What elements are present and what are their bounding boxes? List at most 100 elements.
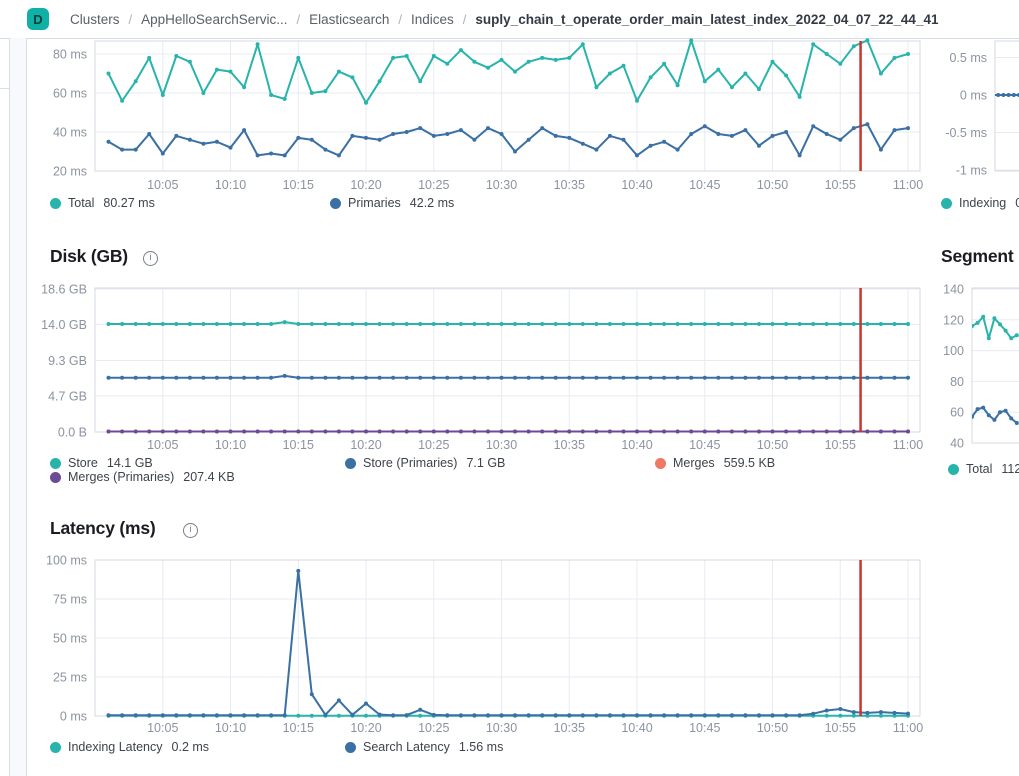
legend-item: Search Latency 1.56 ms [345, 740, 503, 754]
breadcrumb-item-2[interactable]: Elasticsearch [309, 11, 390, 27]
legend-value: 42.2 ms [409, 196, 455, 210]
x-axis-tick-label: 10:15 [283, 721, 314, 735]
space-avatar-badge[interactable]: D [27, 8, 49, 30]
breadcrumb-item-0[interactable]: Clusters [70, 11, 120, 27]
x-axis-tick-label: 10:25 [418, 178, 449, 192]
x-axis-tick-label: 10:20 [350, 178, 381, 192]
breadcrumb-item-4: suply_chain_t_operate_order_main_latest_… [475, 11, 939, 27]
legend-value: 559.5 KB [723, 456, 776, 470]
x-axis-tick-label: 10:05 [147, 178, 178, 192]
latency-info-icon[interactable]: i [183, 523, 198, 538]
legend-label: Merges (Primaries) [68, 470, 175, 484]
breadcrumb-separator: / [296, 11, 301, 27]
y-axis-tick-label: 14.0 GB [41, 318, 87, 332]
legend-label: Merges [673, 456, 715, 470]
legend-value: 7.1 GB [466, 456, 506, 470]
x-axis-tick-label: 10:45 [689, 178, 720, 192]
y-axis-tick-label: 20 ms [53, 165, 87, 179]
legend-label: Store (Primaries) [363, 456, 458, 470]
x-axis-tick-label: 10:35 [554, 721, 585, 735]
x-axis-tick-label: 10:30 [486, 178, 517, 192]
legend-item: Indexing 0 [941, 196, 1019, 210]
segment-chart[interactable]: 140 120 100 80 60 40 [943, 283, 1019, 451]
legend-label: Indexing [959, 196, 1007, 210]
y-axis-tick-label: 100 ms [46, 554, 87, 568]
disk-info-icon[interactable]: i [143, 251, 158, 266]
x-axis-tick-label: 10:30 [486, 438, 517, 452]
y-axis-tick-label: 9.3 GB [48, 354, 87, 368]
y-axis-tick-label: 0 ms [60, 710, 87, 724]
legend-value: 0 [1015, 196, 1019, 210]
breadcrumb-separator: / [462, 11, 467, 27]
x-axis-tick-label: 10:05 [147, 721, 178, 735]
y-axis-tick-label: 18.6 GB [41, 282, 87, 296]
x-axis-tick-label: 10:10 [215, 721, 246, 735]
x-axis-tick-label: 10:45 [689, 721, 720, 735]
x-axis-tick-label: 10:55 [825, 721, 856, 735]
y-axis-tick-label: 0.0 B [58, 426, 87, 440]
y-axis-tick-label: 0 ms [960, 89, 987, 103]
legend-label: Total [68, 196, 95, 210]
legend-value: 112 [1001, 462, 1019, 476]
legend-dot-icon [330, 197, 341, 209]
y-axis-tick-label: 80 ms [53, 48, 87, 62]
legend-item: Indexing Latency 0.2 ms [50, 740, 209, 754]
x-axis-tick-label: 10:50 [757, 178, 788, 192]
legend-item: Primaries 42.2 ms [330, 196, 454, 210]
y-axis-tick-label: 4.7 GB [48, 389, 87, 403]
disk-chart[interactable]: 18.6 GB 14.0 GB 9.3 GB 4.7 GB 0.0 B 10:05 10:1… [41, 282, 923, 452]
latency-chart[interactable]: 100 ms 75 ms 50 ms 25 ms 0 ms 10:05 10:10 10:15… [46, 554, 923, 736]
breadcrumb-item-1[interactable]: AppHelloSearchServic... [141, 11, 288, 27]
x-axis-tick-label: 10:55 [825, 438, 856, 452]
x-axis-tick-label: 10:25 [418, 721, 449, 735]
y-axis-tick-label: 60 [950, 406, 964, 420]
legend-label: Primaries [348, 196, 401, 210]
y-axis-tick-label: 140 [943, 283, 964, 297]
legend-value: 207.4 KB [183, 470, 235, 484]
latency-chart-title: Latency (ms) [50, 518, 156, 538]
legend-item: Merges 559.5 KB [655, 456, 775, 470]
y-axis-tick-label: 80 [950, 375, 964, 389]
y-axis-tick-label: 25 ms [53, 671, 87, 685]
request-time-chart[interactable]: 80 ms 60 ms 40 ms 20 ms 10:05 10:10 10:15 10:20… [53, 38, 923, 192]
x-axis-tick-label: 10:20 [350, 721, 381, 735]
x-axis-tick-label: 10:50 [757, 438, 788, 452]
y-axis-tick-label: 100 [943, 344, 964, 358]
legend-value: 14.1 GB [106, 456, 153, 470]
left-panel-corner-border [0, 88, 9, 89]
legend-label: Indexing Latency [68, 740, 163, 754]
x-axis-tick-label: 10:25 [418, 438, 449, 452]
x-axis-tick-label: 11:00 [893, 721, 923, 735]
x-axis-tick-label: 10:35 [554, 178, 585, 192]
y-axis-tick-label: 60 ms [53, 87, 87, 101]
legend-item: Merges (Primaries) 207.4 KB [50, 470, 235, 484]
breadcrumb-header-bar [0, 0, 1019, 39]
legend-item: Total 80.27 ms [50, 196, 155, 210]
segment-chart-title: Segment [941, 246, 1014, 266]
y-axis-tick-label: -0.5 ms [945, 126, 987, 140]
x-axis-tick-label: 11:00 [893, 438, 923, 452]
left-panel-edge [9, 38, 27, 776]
x-axis-tick-label: 10:50 [757, 721, 788, 735]
breadcrumb-separator: / [128, 11, 133, 27]
breadcrumb-item-3[interactable]: Indices [411, 11, 454, 27]
legend-dot-icon [941, 197, 952, 209]
legend-value: 1.56 ms [458, 740, 504, 754]
indexing-rate-chart[interactable]: 0.5 ms 0 ms -0.5 ms -1 ms [945, 40, 1019, 178]
legend-item: Store (Primaries) 7.1 GB [345, 456, 505, 470]
x-axis-tick-label: 10:20 [350, 438, 381, 452]
x-axis-tick-label: 10:45 [689, 438, 720, 452]
x-axis-tick-label: 11:00 [893, 178, 923, 192]
x-axis-tick-label: 10:40 [621, 178, 652, 192]
legend-dot-icon [345, 457, 356, 469]
legend-dot-icon [50, 457, 61, 469]
legend-item: Store 14.1 GB [50, 456, 153, 470]
x-axis-tick-label: 10:55 [825, 178, 856, 192]
breadcrumb: Clusters / AppHelloSearchServic... / Elastic… [70, 0, 938, 38]
legend-label: Search Latency [363, 740, 450, 754]
x-axis-tick-label: 10:10 [215, 438, 246, 452]
y-axis-tick-label: 40 ms [53, 126, 87, 140]
x-axis-tick-label: 10:40 [621, 438, 652, 452]
legend-value: 80.27 ms [103, 196, 155, 210]
y-axis-tick-label: 40 [950, 437, 964, 451]
